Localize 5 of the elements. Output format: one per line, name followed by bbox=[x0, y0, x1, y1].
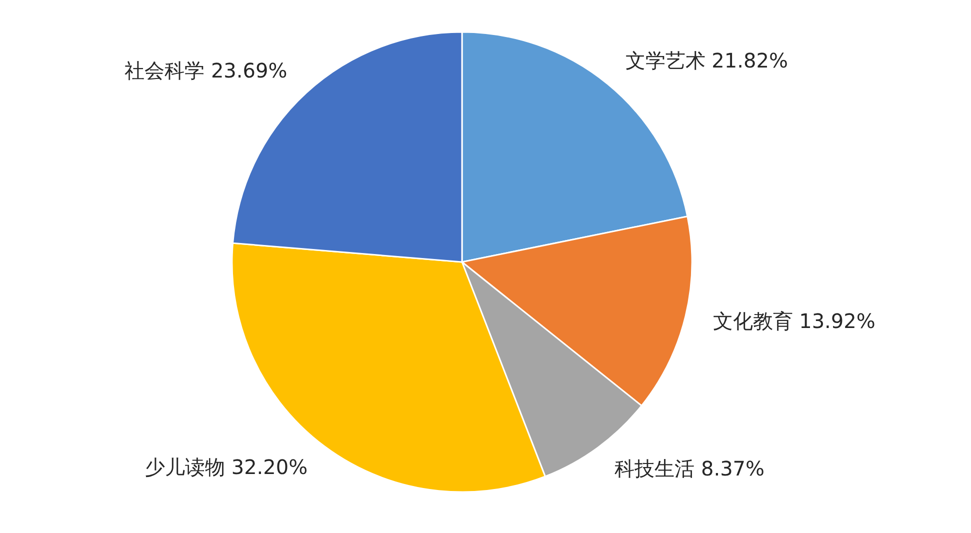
slice-label: 少儿读物 32.20% bbox=[144, 455, 308, 480]
slice-label: 科技生活 8.37% bbox=[614, 456, 765, 480]
slice-label: 文化教育 13.92% bbox=[712, 309, 876, 334]
slice-label: 社会科学 23.69% bbox=[124, 58, 288, 83]
slice-label: 文学艺术 21.82% bbox=[625, 48, 788, 73]
